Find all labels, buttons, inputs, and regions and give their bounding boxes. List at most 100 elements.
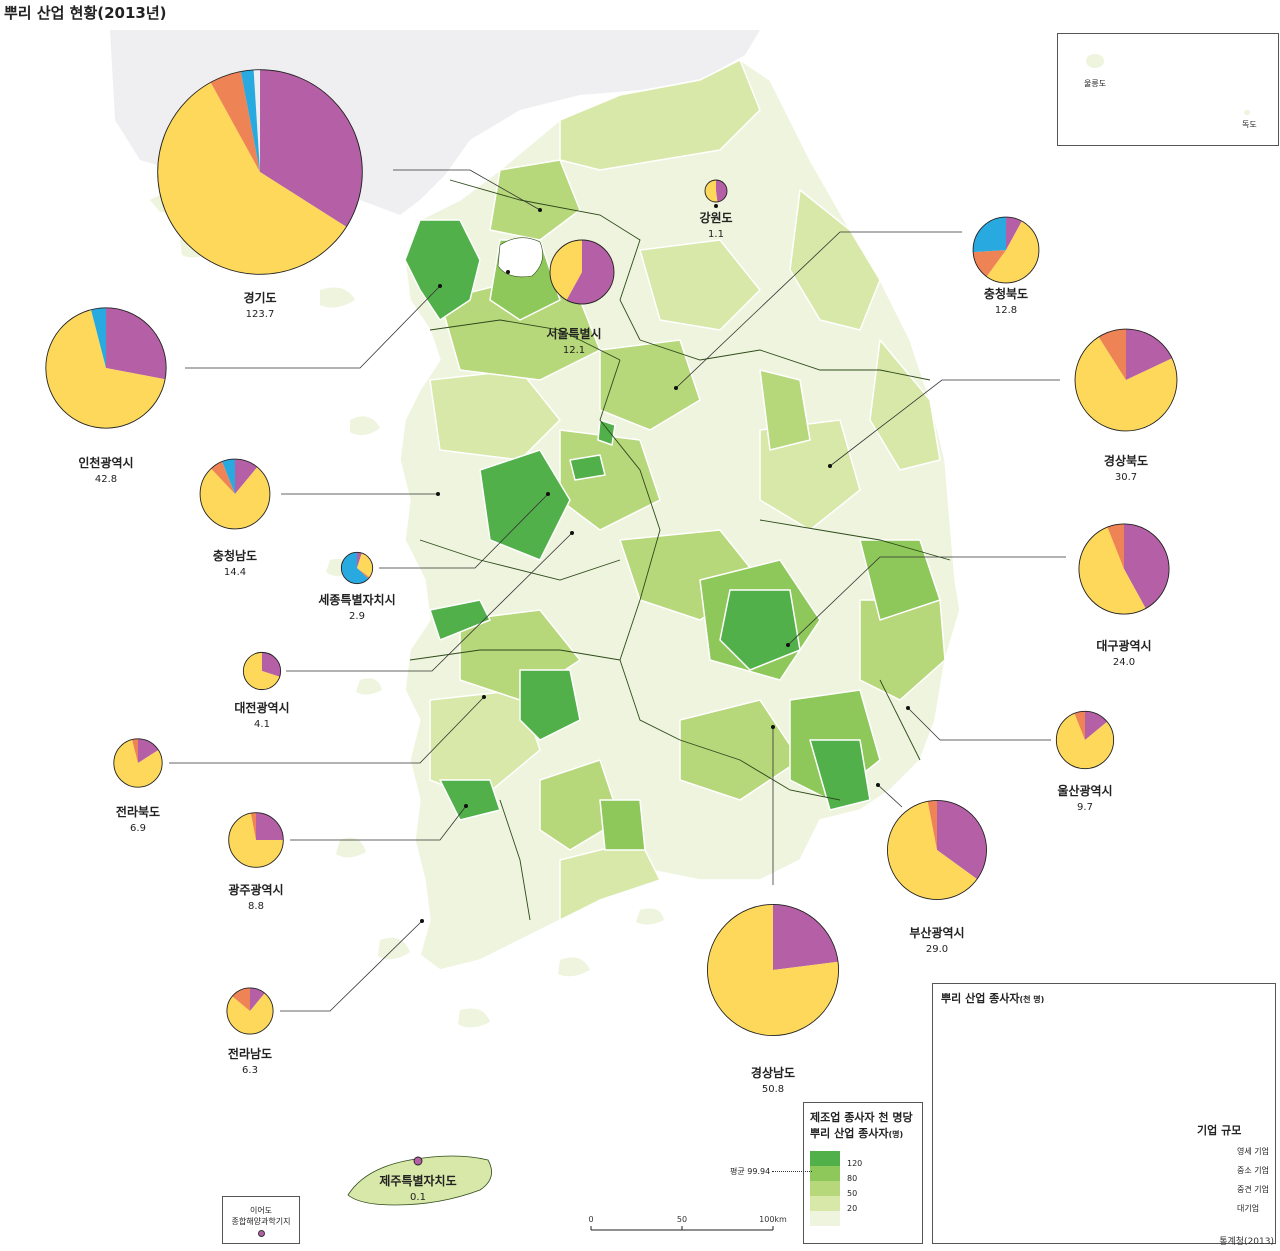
dokdo-island bbox=[1244, 110, 1250, 115]
ieodo-box: 이어도 종합해양과학기지 bbox=[222, 1196, 300, 1244]
location-dot-9 bbox=[786, 643, 790, 647]
region-label-8: 대전광역시 bbox=[234, 700, 289, 715]
choro-tick-3: 50 bbox=[847, 1189, 858, 1198]
pie-outline-13 bbox=[887, 800, 987, 900]
region-label-3: 인천광역시 bbox=[78, 455, 133, 470]
type-legend-item-4: 대기업 bbox=[1237, 1204, 1260, 1213]
region-pie-14: 경상남도 50.8 bbox=[706, 725, 840, 1095]
region-label-16: 제주특별자치도 bbox=[379, 1173, 456, 1188]
region-label-1: 서울특별시 bbox=[546, 326, 601, 341]
region-label-13: 부산광역시 bbox=[909, 925, 964, 940]
size-legend-title: 뿌리 산업 종사자(천 명) bbox=[941, 990, 1044, 1006]
scale-label-1: 50 bbox=[677, 1215, 687, 1224]
region-pie-16: 제주특별자치도 0.1 bbox=[379, 1156, 457, 1203]
region-label-9: 대구광역시 bbox=[1096, 638, 1151, 653]
type-legend-title: 기업 규모 bbox=[1197, 1124, 1242, 1137]
type-legend-item-2: 중소 기업 bbox=[1237, 1166, 1269, 1175]
pie-slice-13-1 bbox=[887, 801, 978, 900]
region-pie-3: 인천광역시 42.8 bbox=[45, 284, 442, 485]
type-legend-item-1: 영세 기업 bbox=[1237, 1147, 1269, 1156]
region-pie-8: 대전광역시 4.1 bbox=[234, 531, 574, 730]
pie-slice-11-2 bbox=[1074, 711, 1085, 740]
pie-slice-4-0 bbox=[1006, 217, 1022, 250]
ieodo-label: 이어도 bbox=[249, 1206, 273, 1215]
pie-slice-10-2 bbox=[131, 738, 138, 763]
region-value-5: 30.7 bbox=[1115, 472, 1137, 483]
leader-line-7 bbox=[379, 493, 549, 569]
pie-slice-0-2 bbox=[210, 71, 260, 172]
region-pie-5: 경상북도 30.7 bbox=[828, 328, 1178, 483]
region-pie-13: 부산광역시 29.0 bbox=[876, 783, 987, 955]
pie-slice-9-1 bbox=[1078, 527, 1146, 615]
region-value-11: 9.7 bbox=[1077, 802, 1093, 813]
region-value-16: 0.1 bbox=[410, 1192, 426, 1203]
region-value-2: 1.1 bbox=[708, 229, 724, 240]
west-islands bbox=[150, 192, 664, 1028]
pie-outline-14 bbox=[706, 903, 840, 1037]
pie-outline-7 bbox=[340, 551, 374, 585]
pie-slice-15-0 bbox=[250, 987, 265, 1011]
region-label-2: 강원도 bbox=[699, 211, 732, 225]
pie-slice-9-0 bbox=[1124, 523, 1170, 609]
location-dot-0 bbox=[538, 208, 542, 212]
leader-line-11 bbox=[907, 707, 1051, 741]
ulleungdo-label: 울릉도 bbox=[1084, 79, 1107, 88]
map-title: 뿌리 산업 현황(2013년) bbox=[4, 4, 167, 22]
leader-line-10 bbox=[169, 696, 485, 764]
pie-outline-15 bbox=[226, 987, 274, 1035]
leader-line-3 bbox=[185, 285, 441, 369]
pie-outline-3 bbox=[45, 307, 167, 429]
choro-swatch-5 bbox=[810, 1211, 840, 1226]
pie-slice-1-1 bbox=[549, 239, 582, 301]
dokdo-label: 독도 bbox=[1242, 120, 1257, 129]
size-legend-unit: (천 명) bbox=[1019, 995, 1045, 1004]
size-legend: 뿌리 산업 종사자(천 명) 기업 규모 영세 기업 중소 기업 중견 기업 대… bbox=[932, 983, 1276, 1244]
pie-slice-7-1 bbox=[357, 553, 373, 578]
pie-slice-3-0 bbox=[106, 307, 167, 380]
region-pie-0: 경기도 123.7 bbox=[157, 69, 542, 320]
region-pie-7: 세종특별자치시 2.9 bbox=[318, 492, 550, 622]
scale-label-0: 0 bbox=[588, 1215, 593, 1224]
region-value-9: 24.0 bbox=[1113, 657, 1135, 668]
region-label-4: 충청북도 bbox=[984, 286, 1028, 301]
choro-swatch-3 bbox=[810, 1181, 840, 1196]
region-label-6: 충청남도 bbox=[213, 548, 257, 563]
region-label-15: 전라남도 bbox=[228, 1046, 272, 1061]
choro-average-line bbox=[772, 1171, 812, 1172]
leader-line-9 bbox=[787, 556, 1066, 646]
region-value-4: 12.8 bbox=[995, 305, 1017, 316]
ieodo-marker bbox=[257, 1230, 265, 1237]
region-value-12: 8.8 bbox=[248, 901, 264, 912]
region-value-15: 6.3 bbox=[242, 1065, 258, 1076]
pie-slice-12-1 bbox=[228, 813, 284, 868]
pie-outline-12 bbox=[228, 812, 284, 868]
region-pie-9: 대구광역시 24.0 bbox=[786, 523, 1170, 668]
pie-slice-10-0 bbox=[138, 738, 159, 763]
leader-line-15 bbox=[280, 920, 423, 1012]
pie-slice-11-1 bbox=[1056, 713, 1114, 769]
region-value-6: 14.4 bbox=[224, 567, 246, 578]
pie-slice-2-0 bbox=[716, 180, 728, 202]
region-label-10: 전라북도 bbox=[116, 804, 160, 819]
leader-line-4 bbox=[675, 231, 962, 389]
choro-tick-1: 120 bbox=[847, 1159, 863, 1168]
region-label-11: 울산광역시 bbox=[1057, 783, 1112, 798]
pie-slice-3-1 bbox=[45, 309, 166, 429]
size-legend-title-text: 뿌리 산업 종사자 bbox=[941, 992, 1020, 1005]
choropleth-title-text: 뿌리 산업 종사자 bbox=[810, 1127, 889, 1140]
pie-slice-6-0 bbox=[235, 459, 258, 494]
pie-slice-10-1 bbox=[113, 739, 163, 788]
scale-bar: 0 50 100km bbox=[588, 1215, 787, 1231]
pie-slice-0-3 bbox=[240, 69, 260, 172]
location-dot-4 bbox=[674, 386, 678, 390]
pie-slice-14-1 bbox=[707, 904, 839, 1036]
province-boundaries bbox=[409, 179, 951, 921]
ulleungdo-island bbox=[1086, 54, 1104, 68]
pie-slice-5-0 bbox=[1126, 329, 1173, 380]
pie-slice-12-2 bbox=[250, 812, 256, 840]
region-value-14: 50.8 bbox=[762, 1084, 784, 1095]
region-pie-2: 강원도 1.1 bbox=[699, 179, 733, 240]
pie-slice-16-0 bbox=[414, 1157, 422, 1165]
pie-slice-15-2 bbox=[232, 987, 250, 1011]
